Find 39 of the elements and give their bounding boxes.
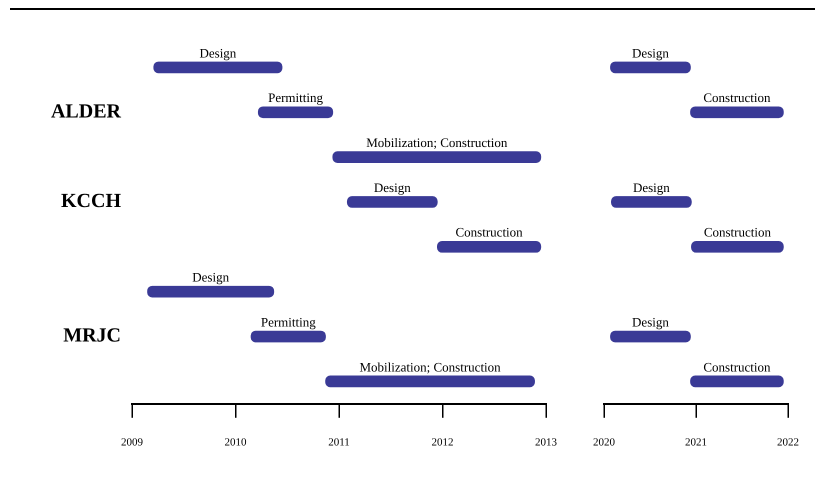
x-tick-label: 2011 xyxy=(328,436,350,448)
bar xyxy=(690,376,784,388)
bar xyxy=(153,62,282,74)
bar xyxy=(610,62,691,74)
bar xyxy=(690,106,784,118)
x-tick-label: 2013 xyxy=(535,436,558,448)
data-label: Construction xyxy=(704,224,772,240)
x-tick-label: 2009 xyxy=(121,436,144,448)
data-label: Design xyxy=(632,314,670,330)
bar xyxy=(346,196,438,208)
bar xyxy=(258,106,334,118)
data-label: Mobilization; Construction xyxy=(366,135,508,150)
data-label: Construction xyxy=(703,359,772,374)
data-label: Construction xyxy=(455,224,524,240)
bar xyxy=(250,330,326,342)
data-label: Design xyxy=(192,270,230,285)
data-label: Design xyxy=(632,180,670,195)
bar xyxy=(325,376,535,388)
x-tick-label: 2010 xyxy=(224,436,247,448)
bar xyxy=(611,196,692,208)
x-tick-label: 2021 xyxy=(685,436,707,448)
bar xyxy=(610,330,691,342)
bar xyxy=(332,151,542,163)
x-tick-label: 2020 xyxy=(593,436,616,448)
y-tick-label: MRJC xyxy=(63,324,121,347)
data-label: Mobilization; Construction xyxy=(359,359,502,374)
data-label: Permitting xyxy=(268,90,324,106)
data-label: Design xyxy=(374,180,412,195)
x-tick-label: 2022 xyxy=(777,436,799,448)
data-label: Permitting xyxy=(260,314,316,330)
bar xyxy=(147,286,274,298)
data-label: Design xyxy=(199,45,237,60)
y-tick-label: KCCH xyxy=(61,190,122,212)
data-label: Construction xyxy=(703,90,772,106)
y-tick-label: ALDER xyxy=(50,100,122,122)
x-tick-label: 2012 xyxy=(432,436,454,448)
bar xyxy=(691,240,784,253)
bar xyxy=(436,240,542,253)
data-label: Design xyxy=(632,45,670,60)
